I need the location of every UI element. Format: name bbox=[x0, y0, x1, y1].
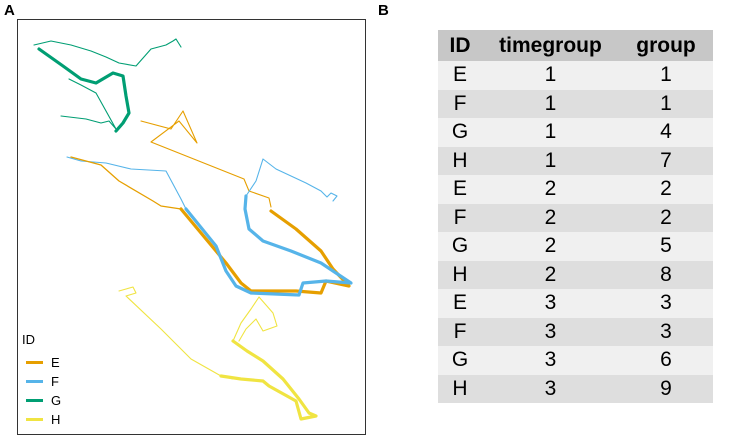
legend-item-h: H bbox=[22, 410, 92, 429]
table-row: G 1 4 bbox=[438, 118, 713, 147]
group-table: ID timegroup group E 1 1 F 1 1 G 1 4 H 1… bbox=[438, 30, 713, 403]
cell-group: 2 bbox=[619, 175, 713, 204]
table-row: H 3 9 bbox=[438, 374, 713, 403]
table-row: E 1 1 bbox=[438, 61, 713, 90]
legend-item-e: E bbox=[22, 353, 92, 372]
cell-group: 1 bbox=[619, 89, 713, 118]
cell-group: 4 bbox=[619, 118, 713, 147]
cell-group: 3 bbox=[619, 289, 713, 318]
table-header-row: ID timegroup group bbox=[438, 30, 713, 61]
cell-group: 8 bbox=[619, 260, 713, 289]
cell-group: 1 bbox=[619, 61, 713, 90]
cell-id: G bbox=[438, 118, 482, 147]
table-row: F 1 1 bbox=[438, 89, 713, 118]
table-row: G 2 5 bbox=[438, 232, 713, 261]
track-g-segment-0 bbox=[33, 38, 182, 67]
legend-label-h: H bbox=[51, 412, 61, 427]
legend-label-g: G bbox=[51, 393, 62, 408]
track-f-segment-1 bbox=[245, 158, 338, 202]
track-f-segment-0 bbox=[66, 156, 187, 210]
cell-id: H bbox=[438, 374, 482, 403]
legend-item-g: G bbox=[22, 391, 92, 410]
table-row: H 1 7 bbox=[438, 146, 713, 175]
legend-swatch-e bbox=[26, 361, 43, 364]
track-h-segment-2 bbox=[219, 339, 318, 421]
track-e-segment-0 bbox=[140, 110, 272, 208]
cell-id: H bbox=[438, 146, 482, 175]
legend-label-f: F bbox=[51, 374, 59, 389]
header-timegroup: timegroup bbox=[482, 30, 619, 61]
cell-id: E bbox=[438, 175, 482, 204]
panel-a-label: A bbox=[4, 2, 15, 19]
cell-timegroup: 2 bbox=[482, 175, 619, 204]
track-e-segment-2 bbox=[179, 207, 351, 295]
table-row: F 3 3 bbox=[438, 317, 713, 346]
track-plot-svg bbox=[33, 38, 353, 421]
cell-group: 5 bbox=[619, 232, 713, 261]
cell-timegroup: 2 bbox=[482, 203, 619, 232]
legend: ID E F G H bbox=[22, 332, 92, 429]
cell-timegroup: 2 bbox=[482, 260, 619, 289]
cell-id: F bbox=[438, 89, 482, 118]
cell-timegroup: 1 bbox=[482, 118, 619, 147]
cell-timegroup: 3 bbox=[482, 346, 619, 375]
legend-swatch-h bbox=[26, 418, 43, 421]
legend-title: ID bbox=[22, 332, 35, 347]
table-row: E 2 2 bbox=[438, 175, 713, 204]
table-row: F 2 2 bbox=[438, 203, 713, 232]
cell-timegroup: 1 bbox=[482, 146, 619, 175]
cell-id: E bbox=[438, 61, 482, 90]
cell-id: H bbox=[438, 260, 482, 289]
cell-group: 6 bbox=[619, 346, 713, 375]
cell-timegroup: 3 bbox=[482, 289, 619, 318]
track-e-segment-1 bbox=[70, 156, 182, 210]
table-row: E 3 3 bbox=[438, 289, 713, 318]
legend-label-e: E bbox=[51, 355, 60, 370]
track-f-segment-2 bbox=[184, 194, 353, 297]
track-g-segment-1 bbox=[60, 78, 117, 130]
cell-id: F bbox=[438, 317, 482, 346]
header-group: group bbox=[619, 30, 713, 61]
table-row: H 2 8 bbox=[438, 260, 713, 289]
track-plot bbox=[17, 19, 366, 435]
cell-id: F bbox=[438, 203, 482, 232]
cell-timegroup: 3 bbox=[482, 374, 619, 403]
cell-id: G bbox=[438, 232, 482, 261]
panel-b-label: B bbox=[378, 2, 389, 19]
cell-id: E bbox=[438, 289, 482, 318]
track-h-segment-0 bbox=[118, 286, 234, 380]
cell-timegroup: 1 bbox=[482, 61, 619, 90]
cell-timegroup: 2 bbox=[482, 232, 619, 261]
table-row: G 3 6 bbox=[438, 346, 713, 375]
cell-group: 7 bbox=[619, 146, 713, 175]
cell-group: 3 bbox=[619, 317, 713, 346]
cell-timegroup: 1 bbox=[482, 89, 619, 118]
cell-timegroup: 3 bbox=[482, 317, 619, 346]
cell-group: 9 bbox=[619, 374, 713, 403]
track-g-segment-2 bbox=[37, 47, 131, 133]
cell-group: 2 bbox=[619, 203, 713, 232]
legend-item-f: F bbox=[22, 372, 92, 391]
legend-swatch-g bbox=[26, 399, 43, 402]
header-id: ID bbox=[438, 30, 482, 61]
cell-id: G bbox=[438, 346, 482, 375]
legend-swatch-f bbox=[26, 380, 43, 383]
track-h-segment-1 bbox=[232, 296, 278, 342]
